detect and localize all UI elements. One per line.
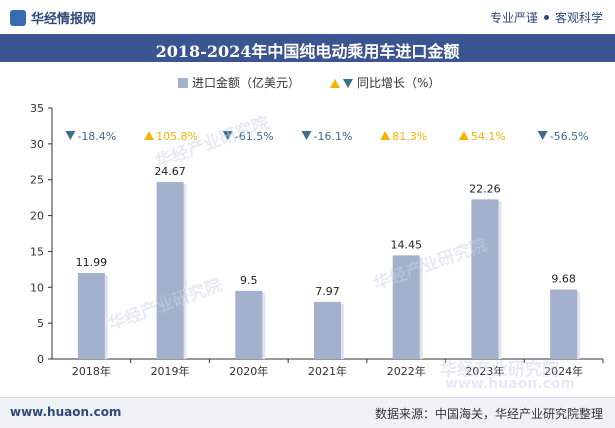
yoy-up-arrow-icon [144, 131, 155, 140]
legend-up-triangle-icon [330, 79, 340, 88]
y-tick-label: 10 [30, 281, 44, 294]
tagline-right: 客观科学 [554, 11, 603, 25]
bar-value-label: 11.99 [76, 256, 108, 269]
yoy-value-label: 54.1% [471, 130, 506, 143]
yoy-down-arrow-icon [537, 131, 548, 140]
brand[interactable]: 华经情报网 [10, 8, 96, 27]
bar-chart: 进口金额（亿美元） 同比增长（%） 0 5 10 15 20 25 30 35 11.99 2018年… [30, 75, 604, 378]
yoy-value-label: -56.5% [550, 130, 589, 143]
legend-label-import-value: 进口金额（亿美元） [192, 75, 300, 90]
yoy-up-arrow-icon [380, 131, 391, 140]
bar-2024年 [550, 289, 578, 359]
bar-2023年 [471, 199, 499, 359]
yoy-up-arrow-icon [458, 131, 469, 140]
yoy-value-label: -61.5% [235, 130, 274, 143]
legend-swatch-import-value [178, 78, 188, 88]
y-tick-label: 30 [30, 138, 44, 151]
yoy-value-label: 105.8% [156, 130, 198, 143]
bar-2021年 [314, 301, 341, 359]
bar-2018年 [77, 273, 105, 359]
top-bar: 华经情报网 专业严谨 客观科学 [0, 0, 615, 35]
yoy-down-arrow-icon [222, 131, 233, 140]
y-tick-label: 25 [30, 174, 44, 187]
data-source: 数据来源：中国海关，华经产业研究院整理 [374, 407, 603, 421]
x-tick-label: 2024年 [544, 364, 583, 378]
brand-name: 华经情报网 [31, 12, 97, 27]
yoy-value-label: -16.1% [314, 130, 353, 143]
yoy-down-arrow-icon [65, 131, 76, 140]
bar-2020年 [235, 290, 263, 359]
x-tick-label: 2021年 [308, 364, 347, 378]
yoy-value-label: 81.3% [392, 130, 427, 143]
bar-value-label: 24.67 [154, 165, 186, 178]
x-tick-label: 2023年 [465, 364, 504, 378]
tagline: 专业严谨 客观科学 [490, 9, 603, 26]
footer: www.huaon.com 数据来源：中国海关，华经产业研究院整理 [0, 397, 615, 428]
y-tick-label: 15 [30, 245, 44, 258]
x-tick-label: 2020年 [229, 364, 268, 378]
y-tick-label: 5 [37, 317, 44, 330]
y-tick-label: 35 [30, 102, 44, 115]
bar-value-label: 7.97 [315, 285, 340, 298]
y-tick-label: 0 [37, 353, 44, 366]
chart-title: 2018-2024年中国纯电动乘用车进口金额 [155, 42, 460, 61]
y-tick-label: 20 [30, 210, 44, 223]
x-tick-label: 2022年 [387, 364, 426, 378]
bar-value-label: 9.68 [551, 273, 576, 286]
brand-logo-icon [10, 10, 26, 26]
bullet-dot-icon [543, 15, 549, 20]
title-bar: 2018-2024年中国纯电动乘用车进口金额 [0, 34, 615, 62]
x-tick-label: 2018年 [72, 364, 111, 378]
x-tick-label: 2019年 [151, 364, 190, 378]
footer-url[interactable]: www.huaon.com [10, 405, 122, 419]
yoy-down-arrow-icon [301, 131, 312, 140]
tagline-left: 专业严谨 [489, 11, 538, 25]
bar-value-label: 9.5 [240, 274, 258, 287]
bar-2019年 [156, 182, 184, 359]
bar-value-label: 14.45 [390, 238, 422, 251]
yoy-value-label: -18.4% [77, 130, 116, 143]
legend-label-yoy: 同比增长（%） [357, 76, 440, 90]
bar-2022年 [392, 255, 420, 359]
legend-down-triangle-icon [343, 79, 353, 88]
bar-value-label: 22.26 [469, 182, 501, 195]
